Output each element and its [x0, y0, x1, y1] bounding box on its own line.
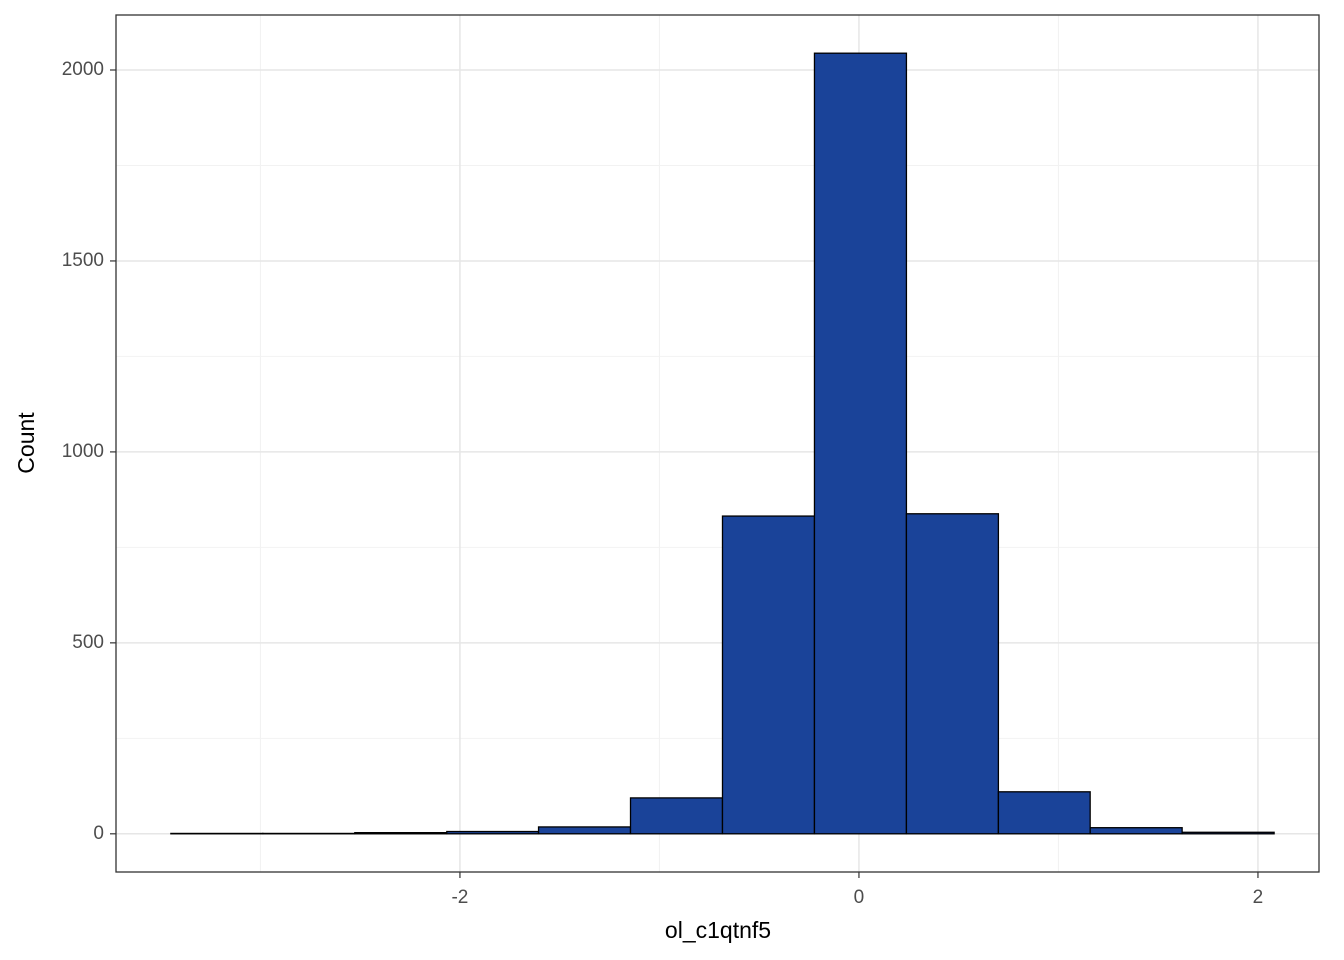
x-axis-title: ol_c1qtnf5 — [665, 917, 771, 943]
bar — [997, 791, 1091, 835]
bar — [1181, 831, 1275, 835]
bar — [537, 826, 632, 835]
bar — [629, 797, 724, 835]
x-tick-label: 0 — [854, 887, 865, 908]
bar — [813, 52, 908, 835]
bar — [721, 515, 816, 835]
y-tick-label: 500 — [72, 632, 104, 653]
y-tick-label: 1000 — [62, 441, 104, 462]
y-tick-label: 0 — [93, 823, 104, 844]
y-axis-title: Count — [13, 412, 39, 474]
y-tick-label: 1500 — [62, 250, 104, 271]
bar — [1089, 827, 1183, 835]
panel-border — [115, 14, 1320, 873]
bar — [354, 832, 448, 835]
x-tick-label: -2 — [451, 887, 468, 908]
x-tick-label: 2 — [1253, 887, 1264, 908]
y-tick-label: 2000 — [62, 59, 104, 80]
bar — [446, 830, 540, 835]
bar — [905, 513, 1000, 835]
